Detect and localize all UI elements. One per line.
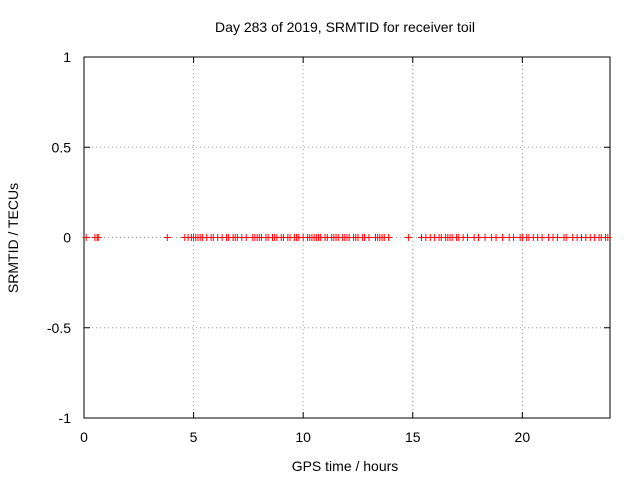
x-tick-label: 10 [295,429,311,445]
y-tick-label: -1 [59,410,72,426]
data-point [510,234,518,241]
x-tick-label: 15 [405,429,421,445]
data-point [492,234,500,241]
data-point [481,234,489,241]
data-point [562,234,570,241]
data-point [475,234,482,241]
data-point [499,234,507,241]
y-axis-label: SRMTID / TECUs [5,183,21,293]
data-point [94,234,102,241]
data-point [553,234,561,241]
x-tick-label: 5 [190,429,198,445]
x-tick-label: 0 [80,429,88,445]
data-point [163,234,171,241]
data-point [538,234,546,241]
data-point [242,234,250,241]
data-point [604,234,612,241]
x-tick-labels: 0 5 10 15 20 [80,429,530,445]
data-points [82,234,612,241]
y-tick-label: -0.5 [47,320,71,336]
y-tick-label: 0.5 [52,139,72,155]
data-point [385,234,393,241]
x-tick-label: 20 [515,429,531,445]
chart-title: Day 283 of 2019, SRMTID for receiver toi… [215,19,475,35]
x-axis-label: GPS time / hours [292,458,399,474]
y-tick-label: 0 [63,230,71,246]
data-point [404,234,412,241]
data-point [365,234,373,241]
y-tick-labels: -1 -0.5 0 0.5 1 [47,49,71,426]
y-tick-label: 1 [63,49,71,65]
data-point [464,234,472,241]
data-point [82,234,90,241]
